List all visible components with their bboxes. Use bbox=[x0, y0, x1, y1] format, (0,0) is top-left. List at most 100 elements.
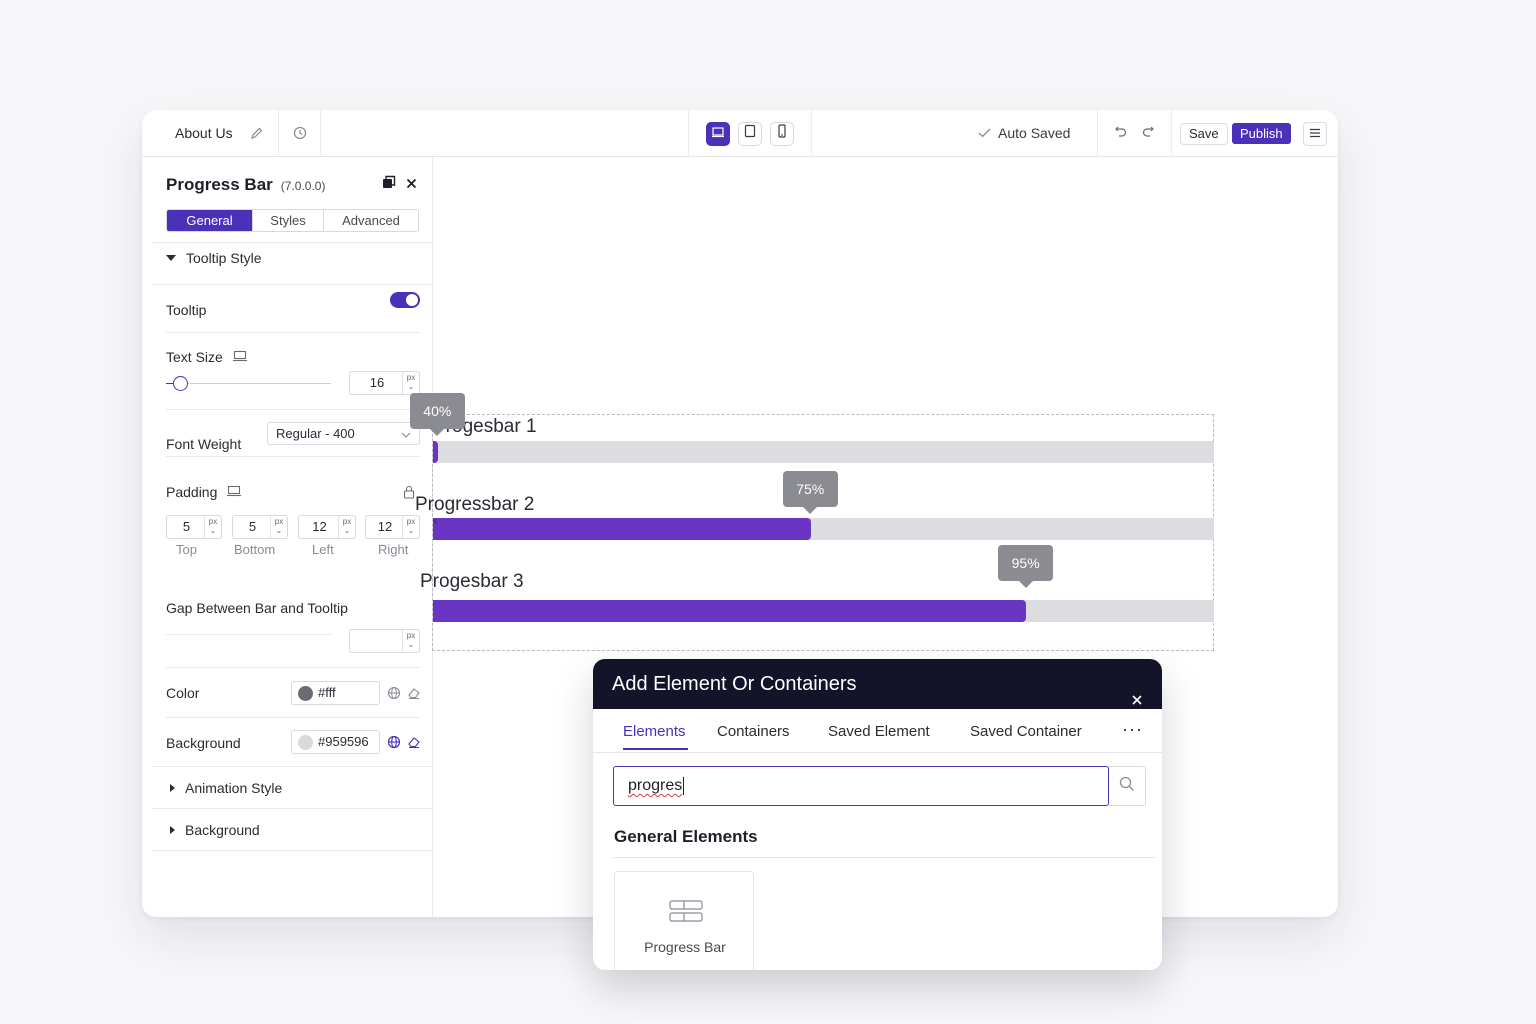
tab-styles[interactable]: Styles bbox=[253, 210, 324, 231]
tab-advanced[interactable]: Advanced bbox=[342, 213, 400, 228]
padding-right-input[interactable]: 12 px ⌄ bbox=[365, 515, 420, 539]
element-card-label: Progress Bar bbox=[644, 939, 726, 955]
text-size-slider-track[interactable] bbox=[166, 383, 331, 384]
modal-tabs: Elements Containers Saved Element Saved … bbox=[593, 709, 1162, 753]
unit-dropdown[interactable]: px ⌄ bbox=[270, 516, 287, 538]
padding-top-input[interactable]: 5 px ⌄ bbox=[166, 515, 222, 539]
unit-label: px bbox=[406, 631, 416, 640]
section-title: General Elements bbox=[614, 827, 758, 846]
save-button[interactable]: Save bbox=[1180, 123, 1228, 145]
tab-elements[interactable]: Elements bbox=[623, 723, 686, 740]
history-button[interactable] bbox=[279, 110, 321, 156]
unit-dropdown[interactable]: px ⌄ bbox=[402, 516, 419, 538]
tab-saved-element[interactable]: Saved Element bbox=[828, 723, 930, 740]
more-icon[interactable]: ··· bbox=[1122, 719, 1143, 739]
modal-title: Add Element Or Containers bbox=[612, 673, 857, 695]
divider bbox=[152, 808, 432, 809]
chevron-down-icon: ⌄ bbox=[343, 526, 351, 535]
progress-bar-3-fill bbox=[433, 600, 1027, 622]
menu-button[interactable] bbox=[1303, 122, 1327, 146]
settings-panel: Progress Bar (7.0.0.0) General Styles Ad… bbox=[142, 157, 433, 917]
desktop-view-button[interactable] bbox=[706, 121, 730, 146]
divider bbox=[166, 332, 420, 333]
chevron-down-icon: ⌄ bbox=[407, 640, 415, 649]
color-swatch[interactable] bbox=[298, 686, 313, 701]
element-card-progress-bar[interactable]: Progress Bar bbox=[614, 871, 754, 970]
search-button[interactable] bbox=[1108, 766, 1146, 806]
padding-label: Padding bbox=[166, 484, 218, 500]
padding-left-label: Left bbox=[312, 542, 334, 557]
text-size-slider-fill bbox=[166, 383, 175, 384]
progress-bar-2-track bbox=[433, 518, 1214, 540]
search-value: progres bbox=[628, 777, 683, 794]
progress-bar-icon bbox=[669, 899, 703, 928]
eraser-icon[interactable] bbox=[407, 686, 421, 705]
check-icon bbox=[978, 125, 991, 141]
color-input[interactable]: #fff bbox=[291, 681, 380, 705]
gap-slider-track[interactable] bbox=[166, 634, 332, 635]
close-icon[interactable] bbox=[406, 176, 417, 194]
unit-dropdown[interactable]: px ⌄ bbox=[204, 516, 221, 538]
font-weight-value: Regular - 400 bbox=[276, 426, 355, 441]
unit-label: px bbox=[208, 517, 218, 526]
tab-general[interactable]: General bbox=[167, 210, 253, 231]
tooltip-style-label: Tooltip Style bbox=[186, 250, 262, 266]
text-size-slider-thumb[interactable] bbox=[173, 376, 188, 391]
globe-icon[interactable] bbox=[387, 735, 401, 754]
caret-down-icon bbox=[166, 255, 176, 261]
gap-input[interactable]: px ⌄ bbox=[349, 629, 420, 653]
close-icon[interactable] bbox=[1130, 676, 1146, 705]
animation-style-label: Animation Style bbox=[185, 780, 283, 796]
unit-label: px bbox=[406, 373, 416, 382]
laptop-icon bbox=[711, 125, 725, 143]
text-size-input[interactable]: 16 px ⌄ bbox=[349, 371, 420, 395]
unit-dropdown[interactable]: px ⌄ bbox=[402, 630, 419, 652]
font-weight-select[interactable]: Regular - 400 bbox=[267, 422, 420, 445]
globe-icon[interactable] bbox=[387, 686, 401, 705]
chevron-left-icon[interactable]: ‹ bbox=[433, 512, 438, 528]
animation-style-section[interactable]: Animation Style bbox=[170, 780, 282, 796]
panel-version: (7.0.0.0) bbox=[280, 179, 326, 193]
mobile-view-button[interactable] bbox=[770, 121, 794, 146]
tablet-view-button[interactable] bbox=[738, 121, 762, 146]
progress-bar-3-track bbox=[433, 600, 1214, 622]
padding-left-value: 12 bbox=[312, 519, 327, 534]
padding-top-label: Top bbox=[176, 542, 197, 557]
copy-icon[interactable] bbox=[382, 175, 396, 194]
laptop-icon[interactable] bbox=[232, 349, 248, 365]
unit-label: px bbox=[342, 517, 352, 526]
redo-icon[interactable] bbox=[1141, 124, 1155, 143]
tooltip-style-section[interactable]: Tooltip Style bbox=[166, 250, 261, 266]
tab-containers[interactable]: Containers bbox=[717, 723, 790, 740]
lock-icon[interactable] bbox=[403, 485, 415, 504]
divider bbox=[166, 409, 420, 410]
panel-header: Progress Bar (7.0.0.0) bbox=[166, 175, 325, 195]
background-value: #959596 bbox=[318, 734, 369, 749]
background-swatch[interactable] bbox=[298, 735, 313, 750]
tooltip-toggle[interactable] bbox=[390, 292, 420, 308]
chevron-down-icon: ⌄ bbox=[275, 526, 283, 535]
background-input[interactable]: #959596 bbox=[291, 730, 380, 754]
color-label: Color bbox=[166, 685, 200, 701]
laptop-icon[interactable] bbox=[226, 484, 242, 500]
chevron-down-icon: ⌄ bbox=[209, 526, 217, 535]
tab-saved-container[interactable]: Saved Container bbox=[970, 723, 1082, 740]
top-toolbar: About Us Auto Saved bbox=[142, 110, 1338, 157]
page-title[interactable]: About Us bbox=[175, 125, 233, 141]
element-search-input[interactable]: progres bbox=[613, 766, 1109, 806]
background-label: Background bbox=[166, 735, 241, 751]
publish-button[interactable]: Publish bbox=[1232, 123, 1291, 144]
padding-left-input[interactable]: 12 px ⌄ bbox=[298, 515, 356, 539]
background-section[interactable]: Background bbox=[170, 822, 260, 838]
chevron-down-icon: ⌄ bbox=[407, 526, 415, 535]
progress-bar-2-label: Progressbar 2 bbox=[415, 494, 535, 515]
unit-dropdown[interactable]: px ⌄ bbox=[402, 372, 419, 394]
divider bbox=[152, 850, 432, 851]
undo-icon[interactable] bbox=[1114, 124, 1128, 143]
eraser-icon[interactable] bbox=[407, 735, 421, 754]
edit-pencil-icon[interactable] bbox=[250, 126, 264, 140]
padding-bottom-input[interactable]: 5 px ⌄ bbox=[232, 515, 288, 539]
unit-dropdown[interactable]: px ⌄ bbox=[338, 516, 355, 538]
add-element-modal: Add Element Or Containers Elements Conta… bbox=[593, 659, 1162, 970]
padding-bottom-label: Bottom bbox=[234, 542, 276, 557]
